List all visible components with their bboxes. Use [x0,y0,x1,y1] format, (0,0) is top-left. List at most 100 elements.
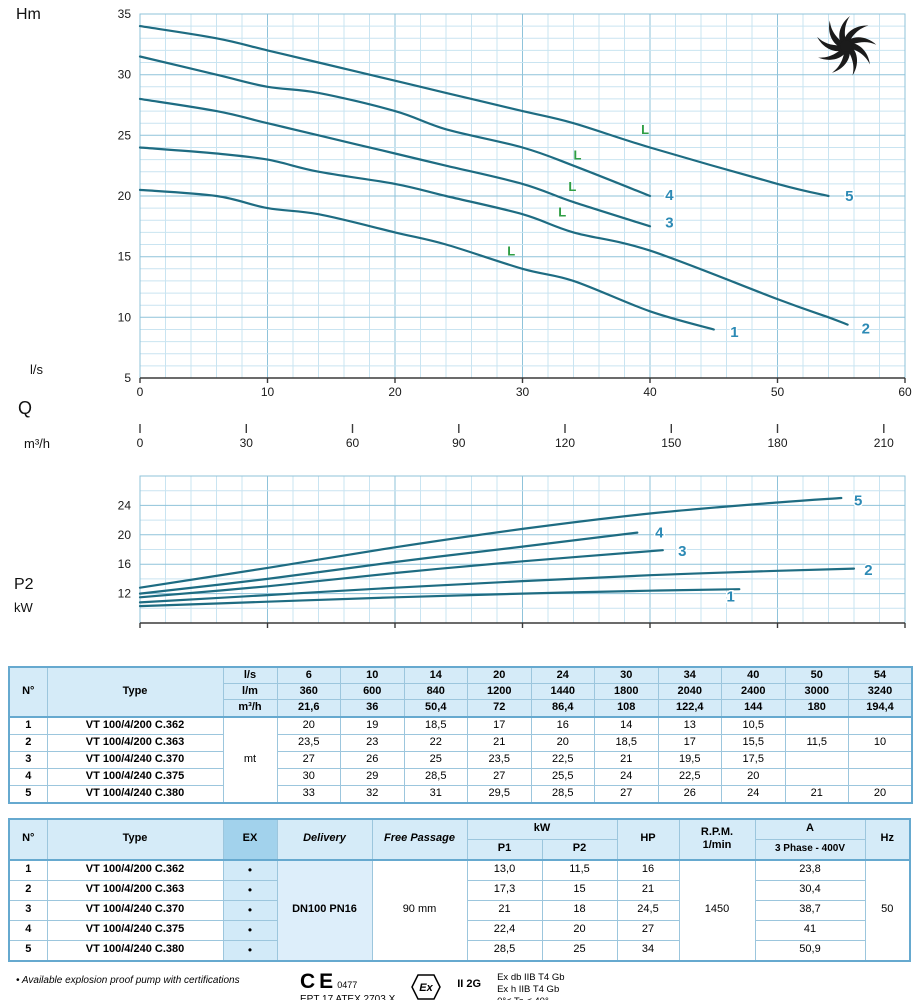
svg-text:25: 25 [118,128,132,142]
table-cell: 5 [8,784,48,804]
table-header-cell: 108 [594,699,659,718]
table-cell: 4 [8,919,48,941]
table-header-cell: 3000 [784,683,849,701]
table-header-cell: A [754,818,866,840]
table-header-cell: 50 [784,666,849,685]
table-header-cell: 10 [340,666,405,685]
table-cell: 24 [594,767,659,786]
curve-label-4: 4 [655,525,664,542]
table-cell [848,715,913,735]
table-cell: • [222,879,278,901]
curve-label-4: 4 [665,187,674,204]
ce-mark: CE [300,969,338,993]
svg-text:30: 30 [516,385,530,399]
table-cell: 20 [276,715,341,735]
svg-text:15: 15 [118,250,132,264]
svg-text:10: 10 [118,310,132,324]
table-cell: 20 [721,767,786,786]
table-cell: 21 [594,750,659,769]
table-cell: 33 [276,784,341,804]
table-cell: 22,5 [530,750,595,769]
table-cell [784,750,849,769]
svg-text:60: 60 [898,385,912,399]
curve-1 [138,588,741,608]
duty-point-marker: L [558,205,566,220]
table-cell: 50,9 [754,939,866,962]
curve-label-5: 5 [854,492,862,509]
table-cell: VT 100/4/240 C.370 [46,899,224,921]
table-cell: 20 [530,733,595,752]
curve-2 [138,146,849,326]
table-header-cell: l/s [222,666,278,685]
ex-hexagon-icon: Ex [411,973,442,1000]
table-cell: 29 [340,767,405,786]
table-header-cell: 3240 [848,683,913,701]
table-cell: 19,5 [657,750,722,769]
table-cell: 10,5 [721,715,786,735]
atex-certificate-code: EPT 17 ATEX 2703 X [300,993,396,1000]
curve-label-2: 2 [864,562,872,579]
svg-text:20: 20 [118,189,132,203]
table-header-cell: 40 [721,666,786,685]
table-cell: 16 [530,715,595,735]
table-cell: 15,5 [721,733,786,752]
table-cell: 22,5 [657,767,722,786]
table-cell: 30 [276,767,341,786]
table-header-cell: l/m [222,683,278,701]
table-cell: VT 100/4/240 C.375 [46,919,224,941]
svg-text:30: 30 [118,68,132,82]
table-cell: VT 100/4/240 C.375 [46,767,224,786]
table-header-cell: 2400 [721,683,786,701]
table-cell: 13,0 [466,858,543,881]
table-cell: 41 [754,919,866,941]
table-header-cell: 14 [403,666,468,685]
table-header-cell: 360 [276,683,341,701]
table-header-cell: 6 [276,666,341,685]
table-header-cell: Hz [864,818,911,861]
table-header-cell: 30 [594,666,659,685]
cert-line: 0°≤ Ta ≤ 40° [497,996,564,1000]
table-cell: 1 [8,858,48,881]
impeller-icon [810,12,882,80]
table-header-cell: EX [222,818,278,861]
table-cell: 25,5 [530,767,595,786]
table-cell: mt [222,715,278,804]
table-header-cell: 194,4 [848,699,913,718]
table-cell: VT 100/4/200 C.363 [46,879,224,901]
curve-5 [138,496,843,589]
table-cell: 18,5 [594,733,659,752]
table-cell: 29,5 [467,784,532,804]
table-cell: 28,5 [466,939,543,962]
table-header-cell: 54 [848,666,913,685]
table-header-cell: 122,4 [657,699,722,718]
table-cell: 38,7 [754,899,866,921]
svg-text:120: 120 [555,436,575,450]
svg-text:50: 50 [771,385,785,399]
table-cell: 24 [721,784,786,804]
table-cell: 23,8 [754,858,866,881]
svg-text:0: 0 [137,436,144,450]
curve-4 [138,55,652,198]
svg-text:16: 16 [118,557,132,571]
table-header-cell: 3 Phase - 400V [754,838,866,861]
tables-section: N° Type l/s 6 10 14 20 24 30 34 40 50 54 l/m 360 600 840… [8,666,913,1000]
table-header-cell: 144 [721,699,786,718]
table-header-cell: 1440 [530,683,595,701]
table-cell [848,767,913,786]
table-cell: 3 [8,899,48,921]
curve-label-5: 5 [845,188,853,205]
curve-3 [138,549,664,599]
table-cell: 1 [8,715,48,735]
table-cell: 32 [340,784,405,804]
table-cell: 15 [541,879,618,901]
table-cell: 16 [616,858,680,881]
table-cell: • [222,939,278,962]
table-header-cell: P2 [541,838,618,861]
table-header-cell: HP [616,818,680,861]
table-cell: 25 [541,939,618,962]
svg-text:35: 35 [118,7,132,21]
table-header-cell: 86,4 [530,699,595,718]
svg-text:20: 20 [388,385,402,399]
table-cell: DN100 PN16 [276,858,373,962]
